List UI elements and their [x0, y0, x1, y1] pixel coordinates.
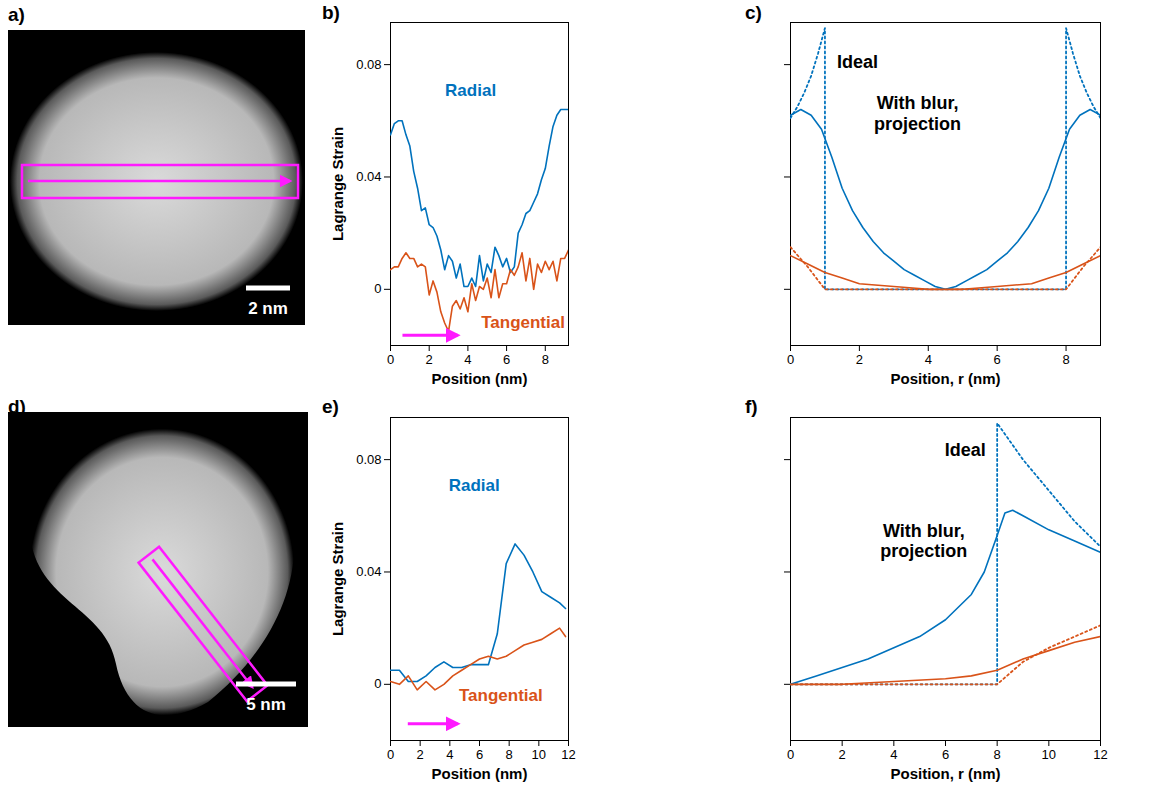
- svg-text:2: 2: [426, 352, 433, 367]
- svg-text:2: 2: [839, 747, 846, 762]
- svg-text:Position (nm): Position (nm): [432, 370, 528, 387]
- svg-text:0.04: 0.04: [356, 564, 381, 579]
- svg-text:0: 0: [787, 352, 794, 367]
- svg-text:5 nm: 5 nm: [246, 695, 286, 714]
- svg-text:Position, r (nm): Position, r (nm): [891, 370, 1001, 387]
- svg-text:0: 0: [374, 676, 381, 691]
- svg-text:4: 4: [464, 352, 471, 367]
- svg-text:0.04: 0.04: [356, 169, 381, 184]
- svg-text:4: 4: [890, 747, 897, 762]
- svg-text:8: 8: [542, 352, 549, 367]
- svg-text:Position (nm): Position (nm): [432, 765, 528, 782]
- svg-text:Tangential: Tangential: [481, 313, 565, 332]
- svg-text:2: 2: [856, 352, 863, 367]
- svg-text:0.08: 0.08: [356, 57, 381, 72]
- svg-text:10: 10: [532, 747, 546, 762]
- svg-text:12: 12: [561, 747, 575, 762]
- html-text:f): f): [745, 396, 758, 417]
- svg-text:Lagrange Strain: Lagrange Strain: [329, 127, 346, 241]
- svg-text:6: 6: [503, 352, 510, 367]
- svg-text:10: 10: [1042, 747, 1056, 762]
- svg-text:0: 0: [387, 747, 394, 762]
- svg-text:With blur,projection: With blur,projection: [874, 93, 961, 134]
- svg-text:8: 8: [994, 747, 1001, 762]
- svg-text:Ideal: Ideal: [837, 52, 878, 72]
- svg-text:Position, r (nm): Position, r (nm): [891, 765, 1001, 782]
- svg-text:With blur,projection: With blur,projection: [880, 521, 967, 562]
- svg-text:4: 4: [925, 352, 932, 367]
- svg-text:6: 6: [476, 747, 483, 762]
- svg-text:Radial: Radial: [445, 81, 496, 100]
- svg-text:12: 12: [1093, 747, 1107, 762]
- svg-text:Ideal: Ideal: [945, 440, 986, 460]
- svg-text:0: 0: [374, 281, 381, 296]
- html-text:e): e): [322, 396, 339, 417]
- svg-text:2: 2: [417, 747, 424, 762]
- svg-text:4: 4: [446, 747, 453, 762]
- html-text:c): c): [745, 2, 762, 23]
- svg-text:2 nm: 2 nm: [248, 299, 288, 318]
- html-text:b): b): [322, 2, 340, 23]
- svg-text:0: 0: [787, 747, 794, 762]
- svg-text:8: 8: [506, 747, 513, 762]
- html-text:a): a): [8, 4, 25, 25]
- svg-text:6: 6: [942, 747, 949, 762]
- svg-text:6: 6: [994, 352, 1001, 367]
- svg-text:0.08: 0.08: [356, 452, 381, 467]
- svg-text:8: 8: [1062, 352, 1069, 367]
- html-text:d): d): [8, 396, 26, 417]
- svg-text:Lagrange Strain: Lagrange Strain: [329, 522, 346, 636]
- svg-text:Radial: Radial: [449, 476, 500, 495]
- svg-text:0: 0: [387, 352, 394, 367]
- svg-text:Tangential: Tangential: [459, 686, 543, 705]
